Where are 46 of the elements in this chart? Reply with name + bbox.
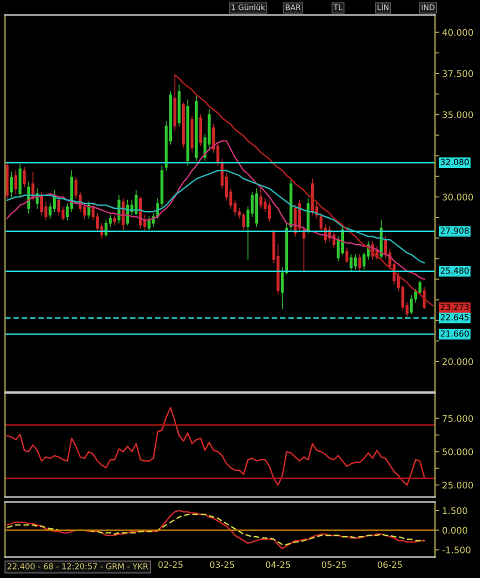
ref-line-label: 32.080: [440, 158, 469, 166]
y-tick-label: 40.000: [442, 29, 473, 36]
candlestick: [22, 166, 26, 188]
candlestick: [173, 74, 176, 132]
y-tick-label: -1.500: [442, 546, 470, 554]
candlestick: [255, 188, 258, 227]
line-series: [174, 74, 434, 306]
y-tick-label: 35.000: [442, 111, 473, 118]
text: 22.400 - 68 - 12:20:57 - GRM - YKR: [8, 563, 148, 570]
line-series: [6, 170, 425, 264]
ref-line-label: 27.908: [440, 227, 469, 234]
y-tick-label: 75.000: [442, 415, 473, 422]
candlestick: [18, 164, 22, 198]
ref-line-label: 25.480: [440, 267, 469, 274]
ref-line-label: 22.645: [440, 314, 469, 320]
candlestick: [418, 280, 422, 294]
text: 23.273: [440, 304, 469, 310]
y-tick-label: 37.500: [442, 70, 473, 77]
candlestick: [134, 190, 138, 216]
ref-line-label: 21.660: [440, 330, 469, 337]
y-tick-label: 1.500: [442, 507, 468, 514]
candlestick: [350, 254, 353, 272]
candlestick: [10, 172, 13, 198]
y-tick-label: 25.000: [442, 482, 473, 489]
line-series: [6, 140, 425, 280]
y-tick-label: 0.000: [442, 526, 468, 534]
y-tick-label: 50.000: [442, 448, 473, 456]
x-tick-label: 06-25: [378, 561, 402, 568]
candlestick: [306, 198, 310, 234]
candlestick: [199, 114, 202, 146]
x-tick-label: 02-25: [158, 561, 182, 568]
line-series: [6, 406, 425, 486]
candlestick: [194, 96, 198, 162]
candlestick: [178, 84, 181, 127]
candlestick: [182, 102, 185, 148]
candlestick: [113, 214, 116, 226]
candlestick: [190, 116, 194, 153]
x-tick-label: 03-25: [210, 561, 234, 568]
y-tick-label: 20.000: [442, 358, 473, 366]
candlestick: [311, 178, 314, 216]
x-tick-label: 04-25: [266, 561, 290, 568]
candlestick: [6, 162, 9, 199]
candlestick: [345, 248, 348, 264]
y-tick-label: 30.000: [442, 194, 473, 200]
candlestick: [259, 186, 262, 209]
x-tick-label: 05-25: [322, 561, 346, 568]
